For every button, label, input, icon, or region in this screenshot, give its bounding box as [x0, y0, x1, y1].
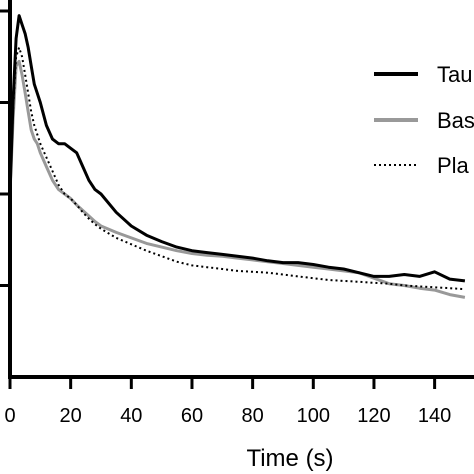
- series-line-bas: [8, 59, 466, 299]
- x-tick-label: 40: [120, 405, 142, 427]
- legend: Tau Bas Pla: [374, 62, 474, 178]
- legend-label-pla: Pla: [437, 153, 470, 178]
- legend-label-tau: Tau: [437, 62, 472, 87]
- x-axis-title: Time (s): [246, 445, 333, 472]
- x-tick-label: 20: [60, 405, 82, 427]
- axes: 0 20 40 60 80 100 120 140: [0, 0, 474, 427]
- x-tick-label: 80: [242, 405, 264, 427]
- x-axis-ticks: 0 20 40 60 80 100 120 140: [4, 377, 451, 427]
- series-line-tau: [8, 14, 466, 283]
- x-tick-label: 120: [357, 405, 390, 427]
- series-line-pla: [9, 46, 465, 291]
- y-axis-ticks: [0, 9, 10, 287]
- legend-label-bas: Bas: [437, 108, 474, 133]
- x-tick-label: 100: [297, 405, 330, 427]
- x-tick-label: 60: [181, 405, 203, 427]
- x-tick-label: 0: [4, 405, 15, 427]
- series-layer: [8, 14, 466, 299]
- x-tick-label: 140: [418, 405, 451, 427]
